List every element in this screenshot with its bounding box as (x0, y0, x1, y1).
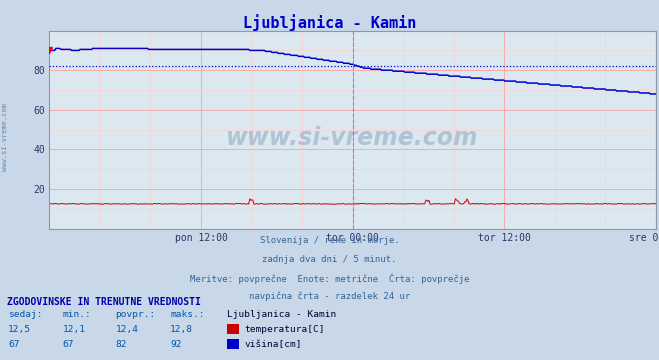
Text: Slovenija / reke in morje.: Slovenija / reke in morje. (260, 236, 399, 245)
Text: 67: 67 (8, 340, 19, 349)
Text: maks.:: maks.: (170, 310, 204, 319)
Text: Ljubljanica - Kamin: Ljubljanica - Kamin (243, 14, 416, 31)
Text: 92: 92 (170, 340, 181, 349)
Text: 12,8: 12,8 (170, 325, 193, 334)
Text: povpr.:: povpr.: (115, 310, 156, 319)
Text: 12,1: 12,1 (63, 325, 86, 334)
Text: Meritve: povprečne  Enote: metrične  Črta: povprečje: Meritve: povprečne Enote: metrične Črta:… (190, 273, 469, 284)
Text: 67: 67 (63, 340, 74, 349)
Text: 82: 82 (115, 340, 127, 349)
Text: www.si-vreme.com: www.si-vreme.com (2, 103, 9, 171)
Text: 12,5: 12,5 (8, 325, 31, 334)
Text: temperatura[C]: temperatura[C] (244, 325, 325, 334)
Text: zadnja dva dni / 5 minut.: zadnja dva dni / 5 minut. (262, 255, 397, 264)
Text: navpična črta - razdelek 24 ur: navpična črta - razdelek 24 ur (249, 292, 410, 301)
Text: 12,4: 12,4 (115, 325, 138, 334)
Text: sedaj:: sedaj: (8, 310, 42, 319)
Text: www.si-vreme.com: www.si-vreme.com (226, 126, 479, 149)
Text: višina[cm]: višina[cm] (244, 340, 302, 349)
Text: min.:: min.: (63, 310, 92, 319)
Text: ZGODOVINSKE IN TRENUTNE VREDNOSTI: ZGODOVINSKE IN TRENUTNE VREDNOSTI (7, 297, 200, 307)
Text: Ljubljanica - Kamin: Ljubljanica - Kamin (227, 310, 337, 319)
